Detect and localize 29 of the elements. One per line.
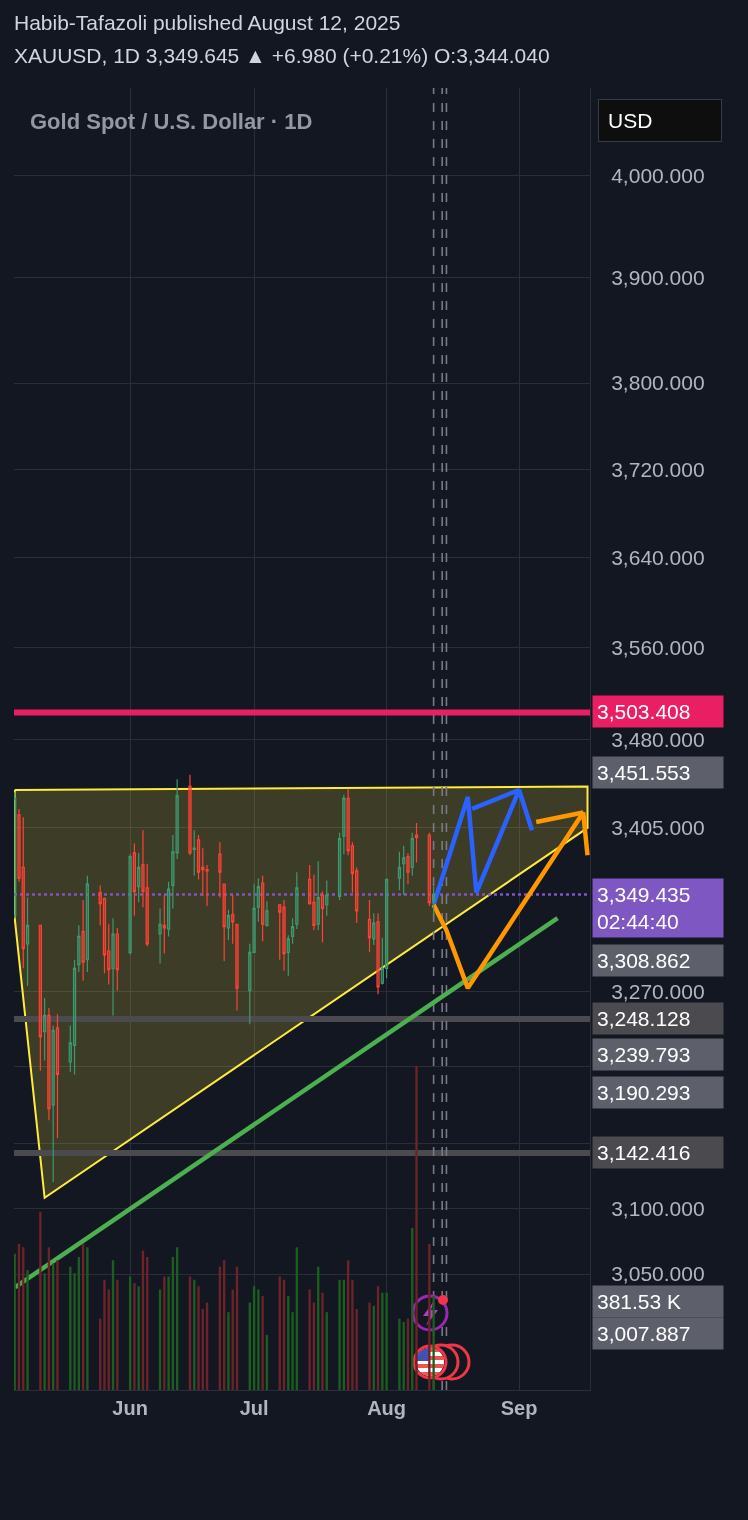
y-tick-label: 3,560.000 (611, 635, 705, 659)
y-tick-label: 3,050.000 (611, 1262, 705, 1286)
text: 3,239.793 (597, 1043, 691, 1066)
y-tick-label: 3,900.000 (611, 266, 705, 290)
x-tick-label: Jul (239, 1397, 269, 1419)
ref-line-label: 3,503.408 (597, 700, 691, 723)
y-tick-label: 3,405.000 (611, 816, 705, 840)
y-tick-label: 3,270.000 (611, 980, 705, 1004)
text: USD (608, 109, 653, 132)
ref-line-label: 3,248.128 (597, 1007, 691, 1030)
ref-line-label: 3,142.416 (597, 1141, 691, 1164)
y-tick-label: 3,800.000 (611, 371, 705, 395)
text: 3,007.887 (597, 1322, 691, 1345)
x-tick-label: Jun (112, 1397, 148, 1419)
y-tick-label: 3,100.000 (611, 1196, 705, 1220)
y-tick-label: 3,480.000 (611, 727, 705, 751)
y-tick-label: 3,640.000 (611, 545, 705, 569)
text: 381.53 K (597, 1290, 682, 1313)
text: 3,308.862 (597, 949, 691, 972)
x-tick-label: Sep (500, 1397, 538, 1419)
text: Gold Spot / U.S. Dollar · 1D (30, 108, 313, 134)
text: 3,190.293 (597, 1081, 691, 1104)
text: XAUUSD, 1D 3,349.645 ▲ +6.980 (+0.21%) O:3,344.040 (14, 44, 550, 67)
y-tick-label: 4,000.000 (611, 163, 705, 187)
text: Habib-Tafazoli published August 12, 2025 (14, 11, 401, 34)
y-tick-label: 3,720.000 (611, 457, 705, 481)
x-tick-label: Aug (367, 1397, 407, 1419)
text: 3,451.553 (597, 761, 691, 784)
ref-line-label: 3,349.435 02:44:40 (597, 883, 691, 934)
